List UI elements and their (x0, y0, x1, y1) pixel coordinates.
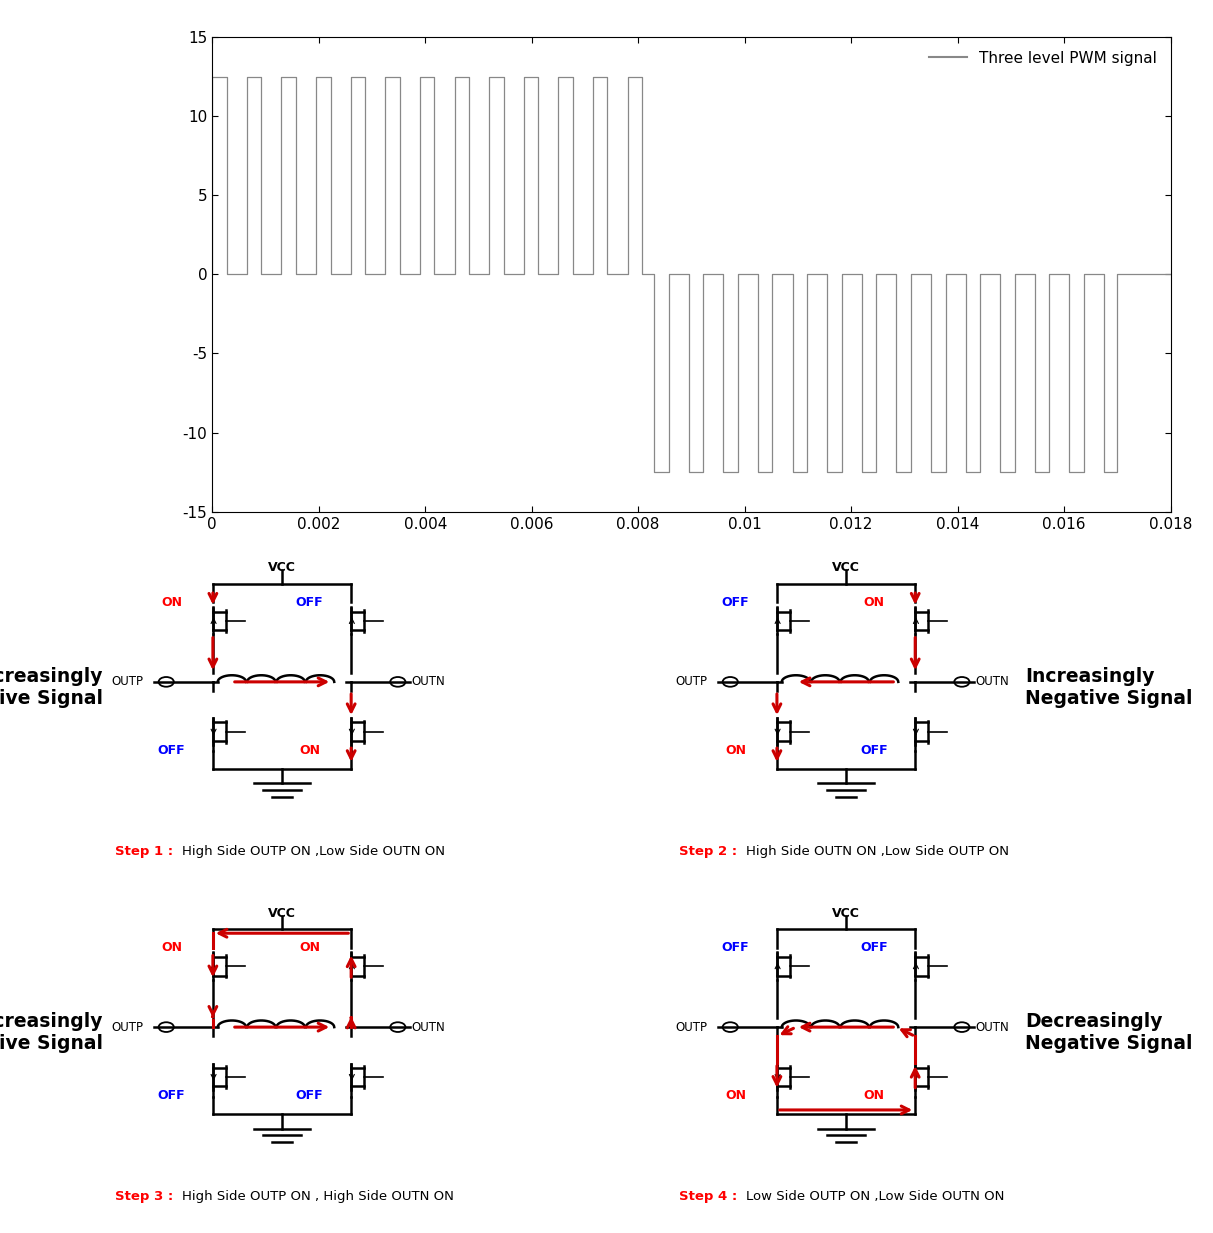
Text: VCC: VCC (268, 561, 296, 575)
Text: Step 2 :: Step 2 : (679, 845, 738, 858)
Text: ON: ON (864, 1089, 884, 1102)
Text: High Side OUTP ON , High Side OUTN ON: High Side OUTP ON , High Side OUTN ON (182, 1190, 454, 1203)
Text: ON: ON (725, 1089, 746, 1102)
Text: OFF: OFF (296, 596, 324, 609)
Text: OUTP: OUTP (674, 1021, 707, 1033)
Text: VCC: VCC (832, 561, 860, 575)
Text: OUTP: OUTP (110, 676, 143, 688)
Text: OFF: OFF (860, 941, 888, 954)
Text: ON: ON (161, 596, 182, 609)
Text: OUTN: OUTN (975, 1021, 1009, 1033)
Text: Decreasingly
Positive Signal: Decreasingly Positive Signal (0, 1012, 103, 1053)
Text: High Side OUTP ON ,Low Side OUTN ON: High Side OUTP ON ,Low Side OUTN ON (182, 845, 445, 858)
Text: High Side OUTN ON ,Low Side OUTP ON: High Side OUTN ON ,Low Side OUTP ON (746, 845, 1009, 858)
Text: Step 4 :: Step 4 : (679, 1190, 738, 1203)
Text: VCC: VCC (832, 906, 860, 920)
Text: Low Side OUTP ON ,Low Side OUTN ON: Low Side OUTP ON ,Low Side OUTN ON (746, 1190, 1004, 1203)
Text: VCC: VCC (268, 906, 296, 920)
Text: OFF: OFF (158, 743, 186, 757)
Text: Step 3 :: Step 3 : (115, 1190, 173, 1203)
Text: OFF: OFF (860, 743, 888, 757)
Text: OUTP: OUTP (110, 1021, 143, 1033)
Text: Decreasingly
Negative Signal: Decreasingly Negative Signal (1025, 1012, 1192, 1053)
Text: ON: ON (300, 941, 320, 954)
Legend: Three level PWM signal: Three level PWM signal (922, 44, 1163, 72)
Text: Increasingly
Negative Signal: Increasingly Negative Signal (1025, 667, 1192, 708)
Text: OUTN: OUTN (411, 1021, 445, 1033)
Text: OFF: OFF (722, 941, 750, 954)
Text: OUTP: OUTP (674, 676, 707, 688)
Text: Increasingly
Positive Signal: Increasingly Positive Signal (0, 667, 103, 708)
Text: ON: ON (161, 941, 182, 954)
Text: OFF: OFF (296, 1089, 324, 1102)
Text: Step 1 :: Step 1 : (115, 845, 173, 858)
Text: ON: ON (300, 743, 320, 757)
Text: OUTN: OUTN (975, 676, 1009, 688)
Text: OFF: OFF (158, 1089, 186, 1102)
Text: OUTN: OUTN (411, 676, 445, 688)
Text: OFF: OFF (722, 596, 750, 609)
Text: ON: ON (864, 596, 884, 609)
Text: ON: ON (725, 743, 746, 757)
